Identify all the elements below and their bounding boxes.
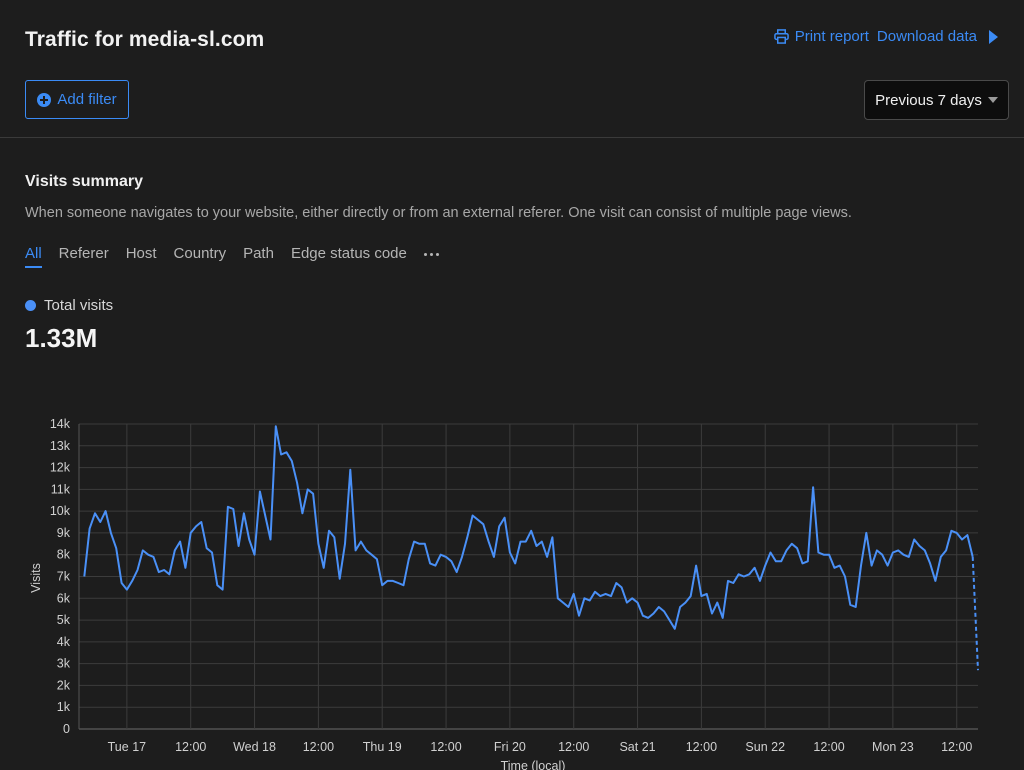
y-tick-label: 5k	[57, 613, 71, 627]
y-tick-label: 11k	[51, 482, 71, 496]
tab-host[interactable]: Host	[125, 245, 157, 262]
plus-circle-icon	[37, 92, 52, 107]
y-tick-label: 13k	[50, 439, 71, 453]
x-tick-label: Thu 19	[363, 740, 402, 754]
x-tick-label: 12:00	[175, 740, 206, 754]
y-tick-label: 10k	[50, 504, 71, 518]
y-tick-label: 6k	[57, 591, 71, 605]
y-tick-label: 2k	[57, 678, 71, 692]
header-actions: Print report Download data	[773, 28, 998, 45]
x-tick-label: 12:00	[941, 740, 972, 754]
metric-label: Total visits	[44, 297, 114, 314]
add-filter-button[interactable]: Add filter	[25, 80, 129, 119]
print-report-label: Print report	[794, 28, 869, 45]
y-tick-label: 3k	[57, 657, 71, 671]
x-tick-label: 12:00	[813, 740, 844, 754]
visits-chart: 0 1k 2k 3k 4k 5k 6k 7k 8k 9k 10k 11k 12k 13k 14k Tue 1…	[29, 417, 979, 770]
y-tick-label: 12k	[50, 461, 71, 475]
section-description: When someone navigates to your website, …	[25, 205, 852, 221]
tab-path[interactable]: Path	[243, 245, 274, 262]
x-axis-label: Time (local)	[501, 759, 566, 770]
y-tick-label: 9k	[57, 526, 71, 540]
chart-series	[83, 425, 979, 671]
x-tick-label: Fri 20	[494, 740, 526, 754]
section-title: Visits summary	[25, 173, 143, 190]
tab-country[interactable]: Country	[173, 245, 227, 262]
x-tick-label: 12:00	[558, 740, 589, 754]
tab-referer[interactable]: Referer	[58, 245, 109, 262]
y-axis-ticks: 0 1k 2k 3k 4k 5k 6k 7k 8k 9k 10k 11k 12k 13k 14k	[50, 417, 71, 736]
add-filter-label: Add filter	[57, 91, 117, 108]
metric-legend: Total visits	[25, 297, 113, 314]
y-tick-label: 4k	[57, 635, 71, 649]
y-tick-label: 8k	[57, 548, 71, 562]
y-tick-label: 1k	[57, 700, 71, 714]
download-data-label: Download data	[876, 28, 977, 45]
legend-dot-icon	[25, 300, 36, 311]
x-tick-label: Tue 17	[108, 740, 147, 754]
metric-value: 1.33M	[25, 323, 98, 353]
tab-all[interactable]: All	[25, 245, 42, 268]
download-data-link[interactable]: Download data	[877, 28, 998, 45]
x-tick-label: Wed 18	[233, 740, 276, 754]
series-line-partial	[971, 556, 979, 671]
page-header: Traffic for media-sl.com Print report Do…	[0, 0, 1024, 138]
date-range-value: Previous 7 days	[875, 91, 982, 109]
y-tick-label: 7k	[57, 570, 71, 584]
caret-down-icon	[987, 97, 998, 103]
date-range-select[interactable]: Previous 7 days	[864, 80, 1009, 120]
x-tick-label: 12:00	[686, 740, 717, 754]
print-report-link[interactable]: Print report	[773, 28, 869, 45]
y-tick-label: 0	[63, 722, 70, 736]
y-tick-label: 14k	[50, 417, 71, 431]
play-icon	[989, 29, 998, 44]
x-tick-label: 12:00	[303, 740, 334, 754]
printer-icon	[773, 29, 789, 44]
y-axis-label: Visits	[29, 563, 43, 593]
series-line	[83, 425, 974, 630]
x-tick-label: Mon 23	[872, 740, 914, 754]
more-icon[interactable]	[423, 253, 439, 256]
tab-edge-status-code[interactable]: Edge status code	[290, 245, 407, 262]
x-axis-ticks: Tue 17 12:00 Wed 18 12:00 Thu 19 12:00 Fri 20 1…	[108, 740, 973, 754]
breakdown-tabs: All Referer Host Country Path Edge statu…	[25, 245, 439, 268]
x-tick-label: Sun 22	[745, 740, 785, 754]
x-tick-label: 12:00	[430, 740, 461, 754]
chart-grid	[78, 423, 978, 730]
page-title: Traffic for media-sl.com	[25, 28, 265, 51]
x-tick-label: Sat 21	[619, 740, 655, 754]
